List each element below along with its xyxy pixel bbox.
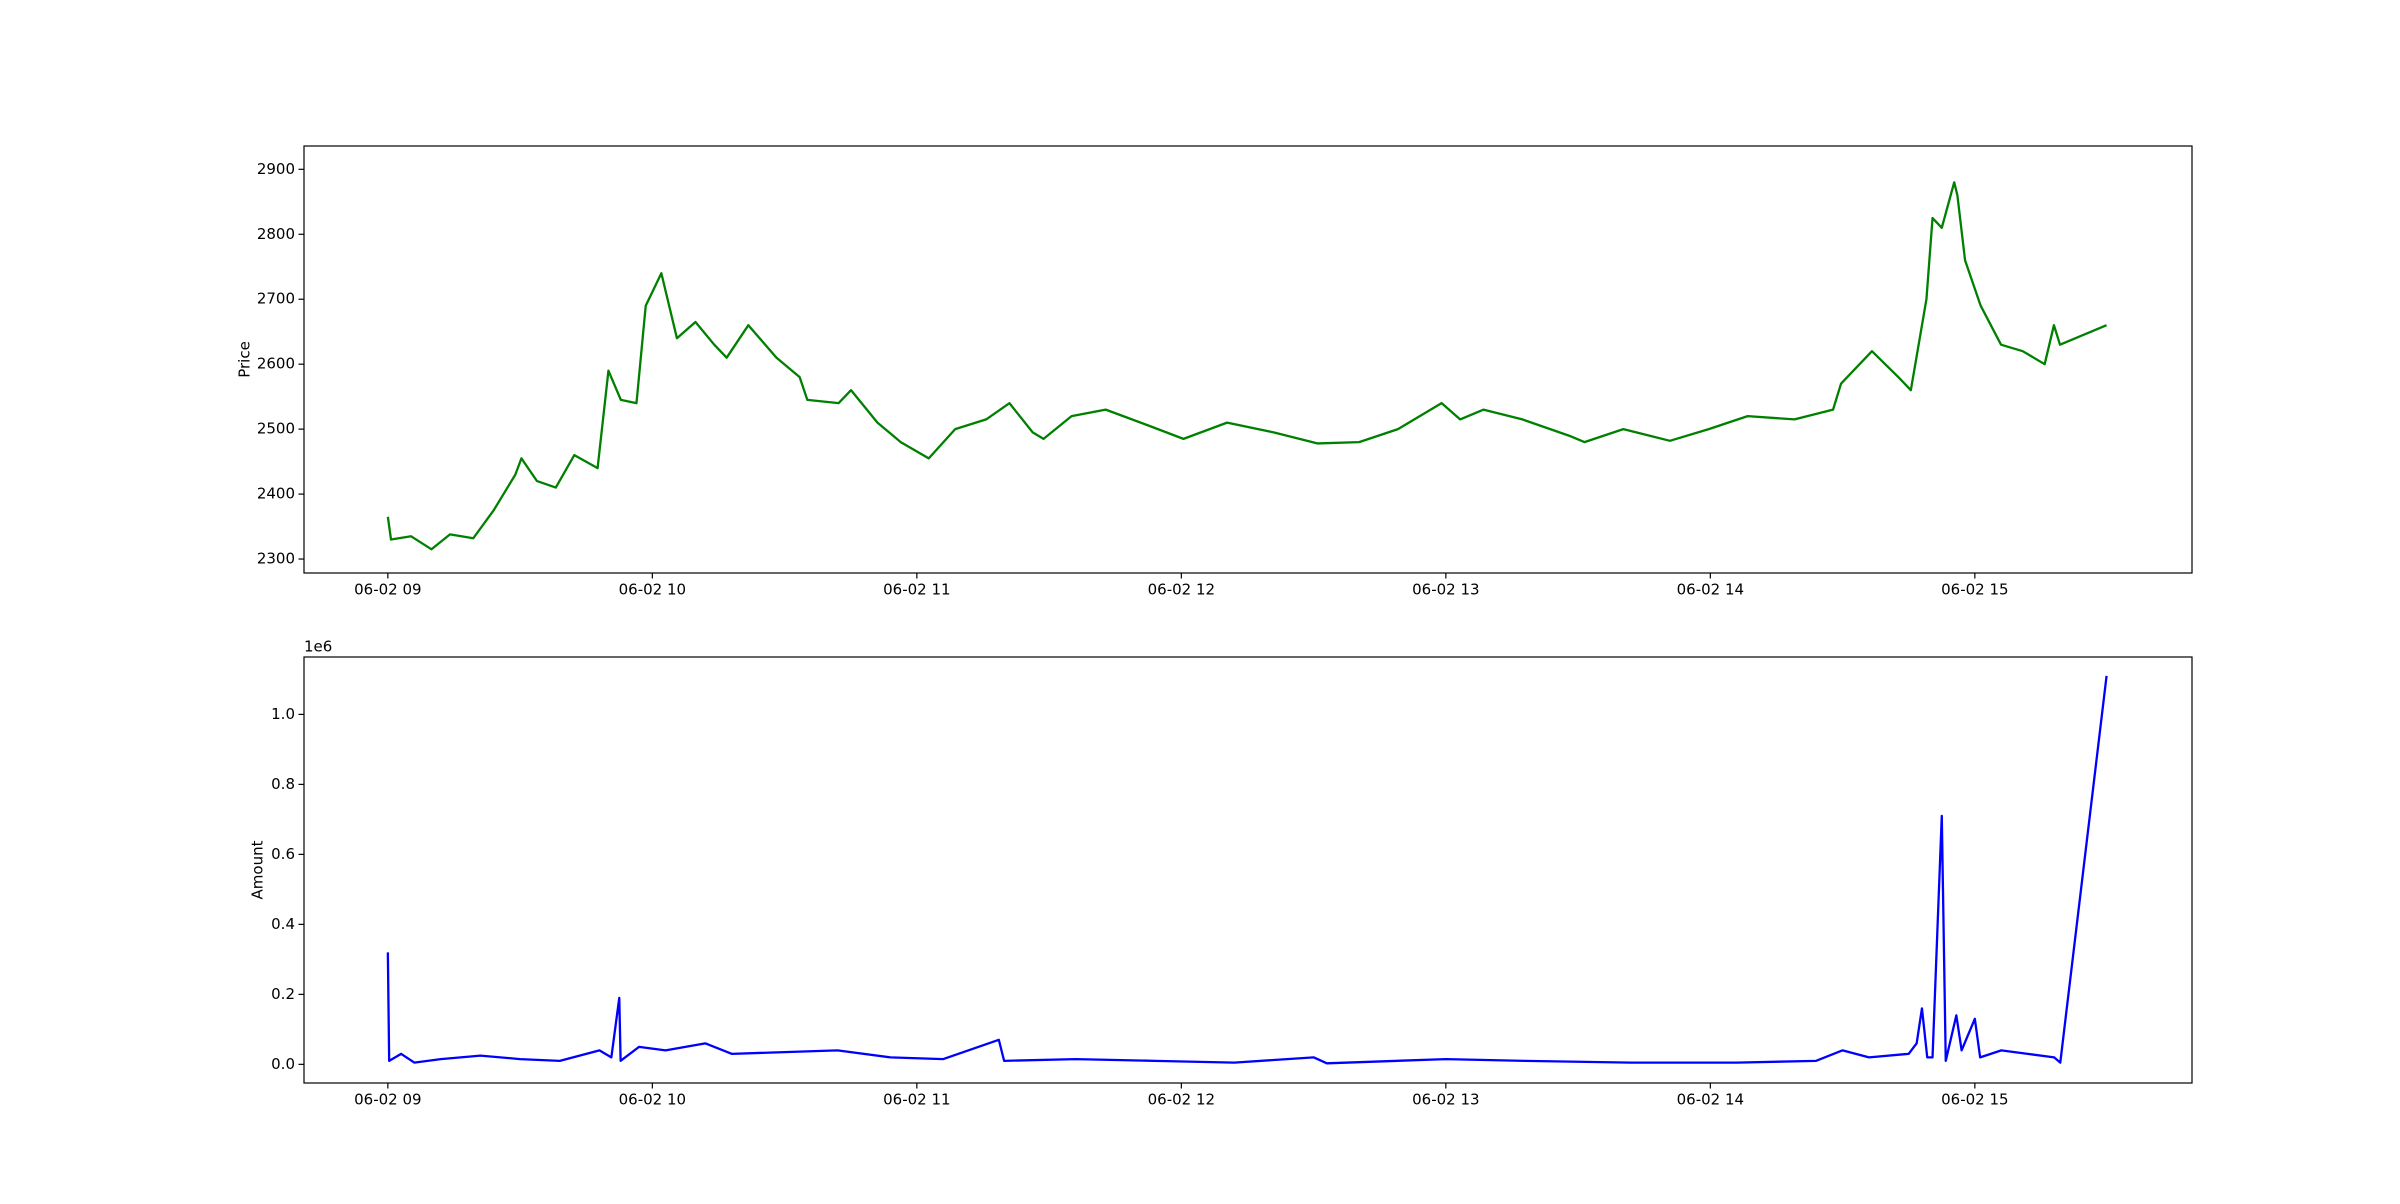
x-tick-label: 06-02 14 [1677,1091,1744,1109]
data-line [386,181,2108,551]
x-tick-label: 06-02 12 [1148,581,1215,599]
y-tick-label: 0.2 [271,985,295,1003]
y-tick-label: 2600 [257,355,295,373]
y-tick-label: 2900 [257,160,295,178]
y-tick-label: 2300 [257,550,295,568]
x-tick-label: 06-02 09 [354,581,421,599]
x-tick-label: 06-02 11 [883,581,950,599]
y-tick-label: 0.0 [271,1055,295,1073]
y-tick-label: 0.4 [271,915,295,933]
x-tick-label: 06-02 14 [1677,581,1744,599]
axes-frame [303,656,2193,1084]
y-tick-label: 2400 [257,485,295,503]
y-tick-label: 1.0 [271,705,295,723]
x-tick-label: 06-02 15 [1941,581,2008,599]
y-offset-label: 1e6 [304,638,332,656]
y-tick-label: 2700 [257,290,295,308]
x-tick-label: 06-02 10 [619,581,686,599]
x-tick-label: 06-02 15 [1941,1091,2008,1109]
y-axis-label: Amount [249,840,267,899]
y-tick-label: 2500 [257,420,295,438]
x-tick-label: 06-02 09 [354,1091,421,1109]
x-tick-label: 06-02 10 [619,1091,686,1109]
x-tick-label: 06-02 13 [1412,581,1479,599]
x-tick-label: 06-02 13 [1412,1091,1479,1109]
y-tick-label: 0.8 [271,775,295,793]
y-tick-label: 2800 [257,225,295,243]
x-tick-label: 06-02 12 [1148,1091,1215,1109]
y-axis-label: Price [236,341,254,378]
x-tick-label: 06-02 11 [883,1091,950,1109]
axes-frame [303,145,2193,574]
data-line [386,675,2108,1065]
y-tick-label: 0.6 [271,845,295,863]
